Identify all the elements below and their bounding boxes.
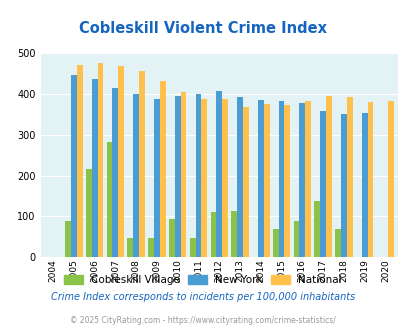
Bar	[112, 87, 118, 257]
Bar	[189, 238, 195, 257]
Bar	[180, 92, 186, 257]
Text: Cobleskill Violent Crime Index: Cobleskill Violent Crime Index	[79, 21, 326, 36]
Bar	[387, 102, 393, 257]
Bar	[168, 218, 175, 257]
Bar	[107, 142, 112, 257]
Bar	[305, 101, 310, 257]
Bar	[86, 169, 92, 257]
Bar	[175, 96, 180, 257]
Bar	[284, 105, 290, 257]
Bar	[77, 65, 82, 257]
Bar	[313, 201, 320, 257]
Bar	[325, 96, 331, 257]
Bar	[153, 99, 160, 257]
Text: © 2025 CityRating.com - https://www.cityrating.com/crime-statistics/: © 2025 CityRating.com - https://www.city…	[70, 316, 335, 325]
Bar	[118, 66, 124, 257]
Bar	[92, 80, 97, 257]
Bar	[127, 238, 133, 257]
Bar	[201, 99, 207, 257]
Text: Crime Index corresponds to incidents per 100,000 inhabitants: Crime Index corresponds to incidents per…	[51, 292, 354, 302]
Bar	[71, 75, 77, 257]
Bar	[257, 100, 263, 257]
Bar	[139, 71, 145, 257]
Bar	[272, 229, 278, 257]
Bar	[148, 238, 153, 257]
Bar	[334, 229, 340, 257]
Bar	[242, 107, 248, 257]
Bar	[298, 103, 305, 257]
Bar	[222, 99, 227, 257]
Bar	[97, 63, 103, 257]
Legend: Cobleskill Village, New York, National: Cobleskill Village, New York, National	[60, 271, 345, 289]
Bar	[195, 94, 201, 257]
Bar	[216, 91, 222, 257]
Bar	[278, 101, 284, 257]
Bar	[237, 97, 242, 257]
Bar	[340, 114, 346, 257]
Bar	[320, 111, 325, 257]
Bar	[367, 102, 373, 257]
Bar	[361, 113, 367, 257]
Bar	[65, 221, 71, 257]
Bar	[231, 211, 237, 257]
Bar	[293, 220, 298, 257]
Bar	[160, 81, 165, 257]
Bar	[133, 94, 139, 257]
Bar	[263, 104, 269, 257]
Bar	[346, 97, 352, 257]
Bar	[210, 213, 216, 257]
